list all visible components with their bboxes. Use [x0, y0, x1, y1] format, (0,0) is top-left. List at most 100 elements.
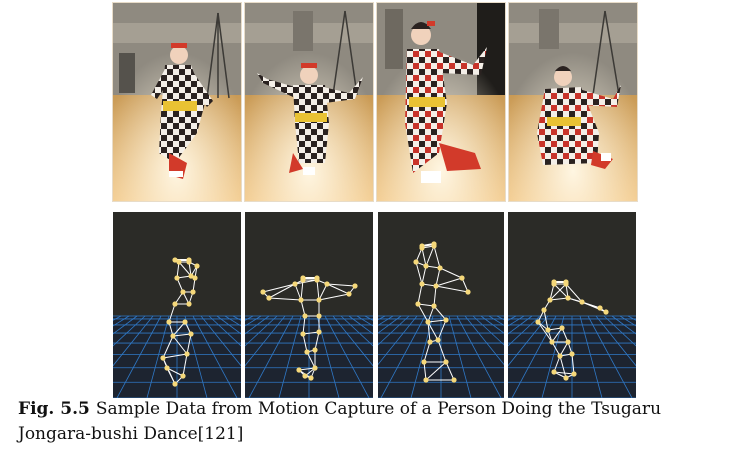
bone-segment: [162, 353, 188, 359]
bone-segment: [437, 319, 447, 341]
bone-segment: [302, 331, 320, 335]
bone-segment: [417, 283, 423, 305]
bone-segment: [425, 361, 447, 381]
grid-line: [113, 315, 154, 367]
grid-line: [113, 315, 146, 347]
bone-segment: [172, 335, 188, 355]
grid-line: [464, 315, 504, 366]
bone-segment: [168, 303, 176, 323]
mocap-marker: [443, 359, 449, 365]
photo-frame-1: [112, 2, 242, 202]
bone-segment: [186, 333, 192, 355]
bone-segment: [427, 319, 447, 323]
bone-segment: [565, 283, 583, 303]
mocap-frame-3: [378, 212, 504, 398]
grid-line: [208, 315, 241, 347]
bone-segment: [162, 357, 176, 385]
mocap-marker: [314, 275, 320, 281]
bone-segment: [423, 341, 431, 363]
floor-grid: [245, 315, 373, 398]
mocap-marker: [192, 275, 198, 281]
grid-line: [579, 315, 603, 398]
bone-segment: [172, 333, 192, 337]
mocap-marker: [174, 275, 180, 281]
mocap-marker: [551, 279, 557, 285]
grid-line: [332, 315, 373, 367]
dancer-photo-2: [245, 3, 373, 201]
dancer-photo-3: [377, 3, 505, 201]
mocap-marker: [427, 339, 433, 345]
grid-line: [611, 315, 636, 335]
bone-segment: [445, 361, 455, 381]
mocap-marker: [176, 259, 182, 265]
bone-segment: [306, 351, 316, 369]
caption-line-2: Jongara-bushi Dance[121]: [18, 424, 244, 444]
grid-line: [508, 315, 533, 335]
mocap-marker: [549, 339, 555, 345]
bone-segment: [326, 283, 356, 287]
grid-line: [278, 315, 302, 398]
mocap-frame-4: [508, 212, 636, 398]
mocap-marker: [465, 289, 471, 295]
mocap-frame-1: [113, 212, 241, 398]
mocap-marker: [569, 351, 575, 357]
bone-segment: [427, 321, 431, 343]
bone-segment: [172, 321, 186, 337]
figure-caption: Fig. 5.5 Sample Data from Motion Capture …: [18, 397, 738, 447]
bone-segment: [421, 265, 427, 285]
grid-line: [216, 315, 241, 335]
mocap-marker: [172, 381, 178, 387]
grid-line: [480, 315, 504, 334]
grid-line: [245, 315, 270, 335]
mocap-marker: [421, 359, 427, 365]
grid-line: [587, 315, 633, 398]
bone-segment: [316, 279, 320, 301]
mocap-marker: [431, 241, 437, 247]
mocap-marker: [184, 351, 190, 357]
grid-line: [378, 315, 410, 346]
grid-line: [456, 315, 502, 398]
bone-segment: [166, 367, 184, 377]
mocap-marker: [172, 257, 178, 263]
mocap-marker: [541, 307, 547, 313]
mocap-marker: [459, 275, 465, 281]
bone-segment: [553, 355, 561, 373]
mocap-marker: [190, 289, 196, 295]
mocap-marker: [180, 289, 186, 295]
mocap-marker: [172, 301, 178, 307]
mocap-marker: [188, 273, 194, 279]
bone-segment: [571, 353, 575, 375]
photo-frame-2: [244, 2, 374, 202]
grid-line: [113, 315, 138, 335]
bone-segment: [553, 371, 575, 375]
bone-segment: [417, 303, 435, 307]
grid-line: [348, 315, 373, 335]
bone-segment: [549, 283, 567, 301]
mocap-marker: [565, 339, 571, 345]
grid-line: [448, 315, 472, 398]
bone-segment: [549, 283, 555, 301]
bone-segment: [551, 327, 563, 343]
mocap-marker: [571, 371, 577, 377]
mocap-marker: [316, 329, 322, 335]
bone-segment: [423, 361, 427, 381]
mocap-marker: [451, 377, 457, 383]
mocap-marker: [346, 291, 352, 297]
grid-line: [410, 315, 434, 398]
mocap-marker: [413, 259, 419, 265]
bone-segment: [326, 283, 350, 295]
mocap-marker: [419, 243, 425, 249]
mocap-marker: [312, 347, 318, 353]
bone-segment: [433, 245, 441, 269]
skeleton-view-1: [113, 257, 241, 398]
bone-segment: [425, 245, 435, 267]
bone-segment: [427, 321, 439, 341]
photo-frame-3: [376, 2, 506, 202]
bone-segment: [437, 339, 447, 363]
bone-segment: [549, 297, 569, 301]
bone-segment: [543, 309, 549, 331]
grid-line: [380, 315, 426, 398]
mocap-marker: [316, 297, 322, 303]
bone-segment: [435, 277, 463, 287]
grid-line: [245, 315, 286, 367]
